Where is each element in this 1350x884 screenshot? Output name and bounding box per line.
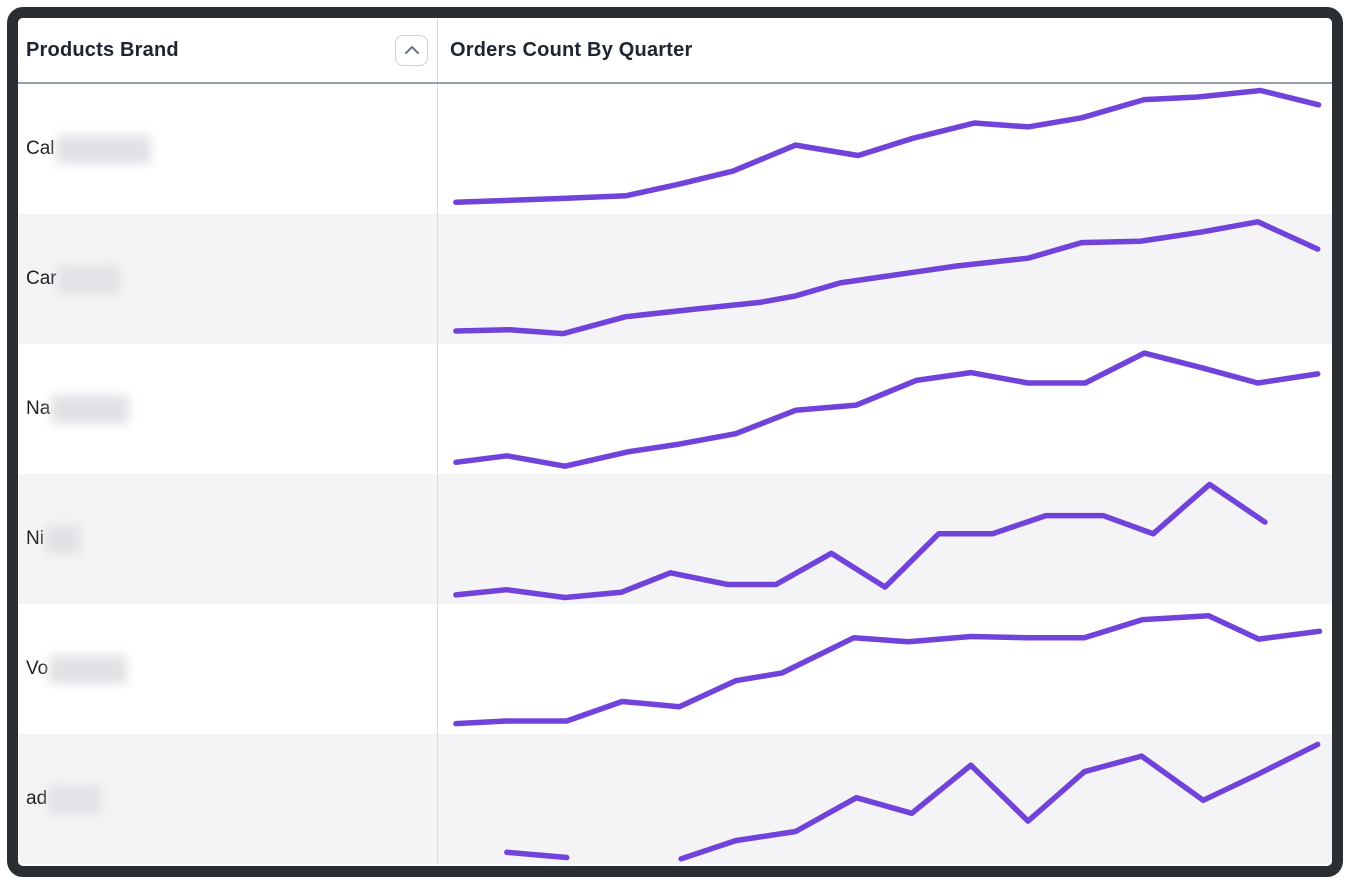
brand-cell: Vo bbox=[18, 604, 438, 734]
table-row: Car bbox=[18, 214, 1332, 344]
products-brand-header-label: Products Brand bbox=[26, 38, 179, 61]
orders-count-header-label: Orders Count By Quarter bbox=[450, 38, 693, 61]
table-row: Ni bbox=[18, 474, 1332, 604]
sparkline-line bbox=[456, 484, 1265, 597]
brand-orders-table: Products Brand Orders Count By Quarter C… bbox=[18, 18, 1332, 864]
sparkline-line bbox=[456, 353, 1318, 466]
table-row: Na bbox=[18, 344, 1332, 474]
sparkline-cell bbox=[438, 344, 1332, 474]
sort-button[interactable] bbox=[395, 34, 428, 66]
table-row: Cal bbox=[18, 84, 1332, 214]
header-orders-count: Orders Count By Quarter bbox=[438, 18, 1332, 82]
sparkline-chart bbox=[438, 604, 1332, 734]
redacted-brand-text bbox=[44, 524, 81, 554]
brand-label: Vo bbox=[26, 658, 49, 679]
sparkline-chart bbox=[438, 344, 1332, 474]
brand-cell: ad bbox=[18, 734, 438, 864]
sparkline-line bbox=[456, 222, 1318, 334]
brand-label: Na bbox=[26, 398, 51, 419]
brand-cell: Car bbox=[18, 214, 438, 344]
sparkline-line bbox=[456, 91, 1319, 203]
sparkline-line bbox=[681, 744, 1318, 858]
sparkline-line bbox=[507, 852, 567, 857]
chevron-up-icon bbox=[404, 46, 419, 54]
sparkline-chart bbox=[438, 474, 1332, 604]
sparkline-chart bbox=[438, 84, 1332, 214]
sparkline-chart bbox=[438, 734, 1332, 864]
redacted-brand-text bbox=[49, 654, 128, 684]
sparkline-cell bbox=[438, 84, 1332, 214]
sparkline-cell bbox=[438, 734, 1332, 864]
report-window: Products Brand Orders Count By Quarter C… bbox=[7, 7, 1343, 877]
sparkline-chart bbox=[438, 214, 1332, 344]
redacted-brand-text bbox=[48, 784, 102, 814]
redacted-brand-text bbox=[57, 264, 120, 294]
sparkline-cell bbox=[438, 474, 1332, 604]
table-body: Cal Car Na Ni Vo ad bbox=[18, 84, 1332, 864]
brand-cell: Ni bbox=[18, 474, 438, 604]
table-header: Products Brand Orders Count By Quarter bbox=[18, 18, 1332, 84]
redacted-brand-text bbox=[55, 134, 151, 164]
brand-label: ad bbox=[26, 788, 48, 809]
header-products-brand: Products Brand bbox=[18, 18, 438, 82]
brand-label: Car bbox=[26, 268, 57, 289]
sparkline-cell bbox=[438, 214, 1332, 344]
table-row: ad bbox=[18, 734, 1332, 864]
sparkline-cell bbox=[438, 604, 1332, 734]
brand-label: Cal bbox=[26, 138, 55, 159]
brand-cell: Na bbox=[18, 344, 438, 474]
brand-label: Ni bbox=[26, 528, 44, 549]
brand-cell: Cal bbox=[18, 84, 438, 214]
redacted-brand-text bbox=[51, 394, 130, 424]
table-row: Vo bbox=[18, 604, 1332, 734]
sparkline-line bbox=[456, 616, 1320, 724]
